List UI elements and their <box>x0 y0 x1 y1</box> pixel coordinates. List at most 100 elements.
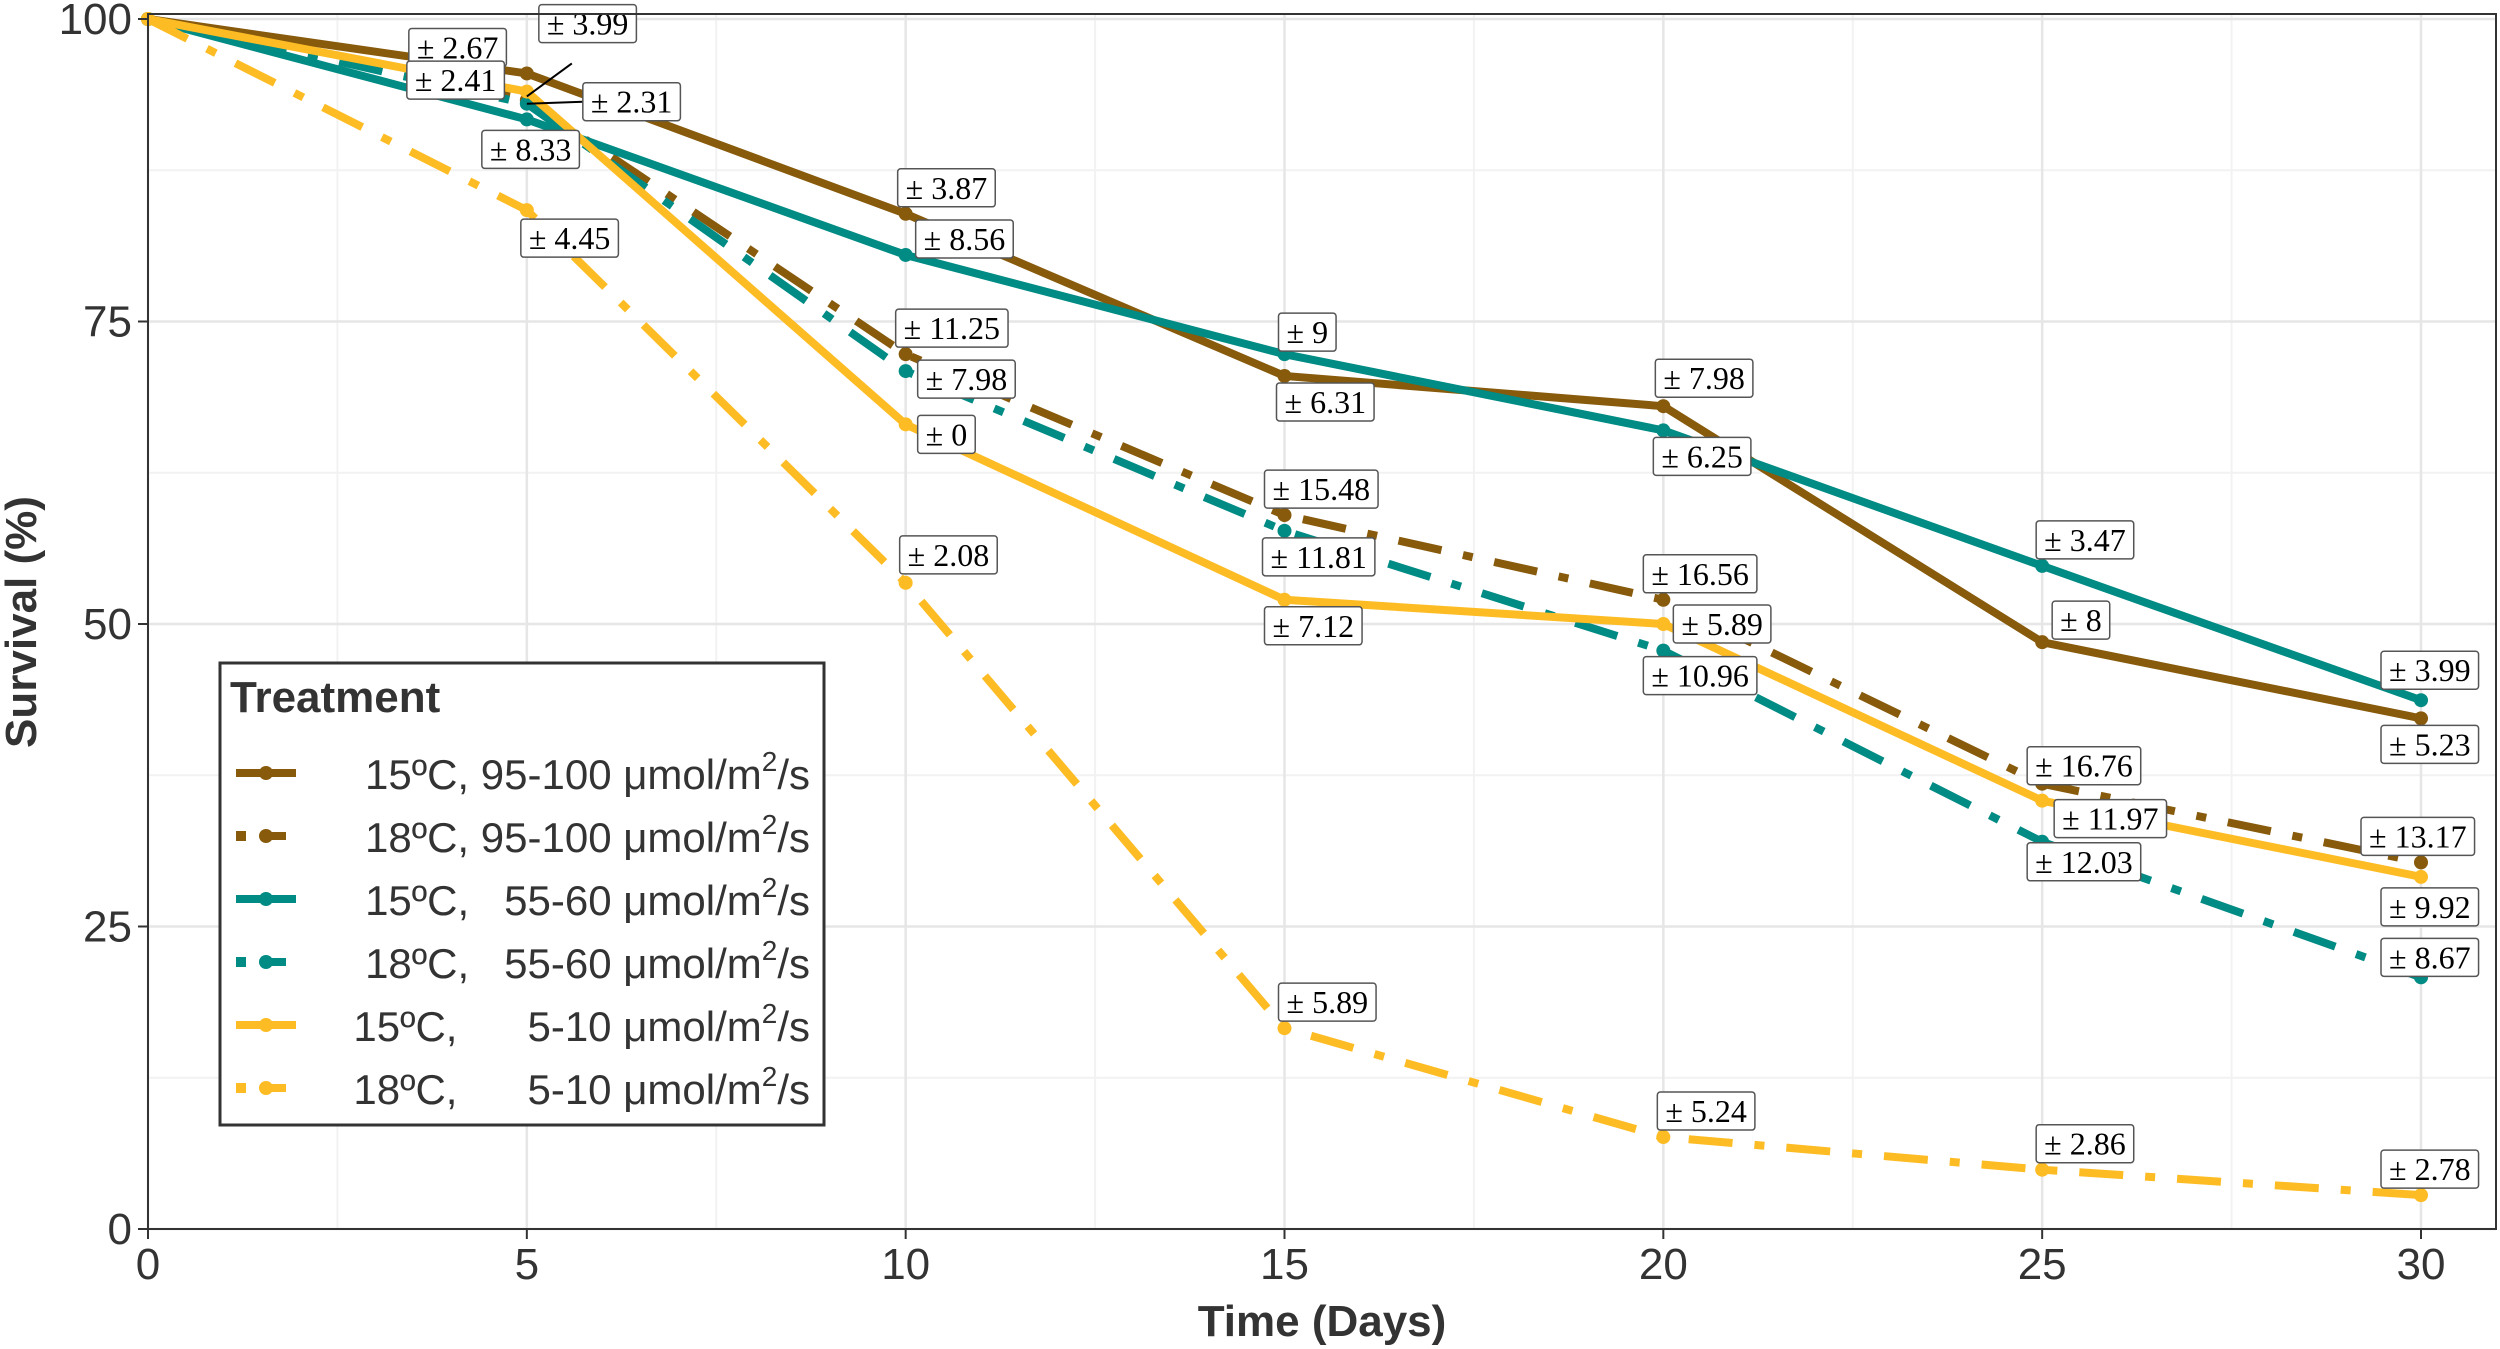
error-label-box <box>1263 469 1379 509</box>
error-label-text: ± 2.67 <box>417 29 499 65</box>
error-label-box <box>406 60 506 100</box>
error-label-box <box>894 308 1009 348</box>
error-label-text: ± 6.31 <box>1285 384 1367 420</box>
legend-label-end: /s <box>777 940 810 987</box>
error-label: ± 9.92 <box>2380 887 2480 927</box>
data-point-5-3 <box>1277 1021 1292 1036</box>
error-label-text: ± 7.98 <box>1663 360 1745 396</box>
legend-label: 15ºC, 5-10 μmol/m2/s <box>353 998 810 1050</box>
error-label-box <box>1654 358 1754 398</box>
error-label: ± 3.99 <box>2380 650 2480 690</box>
data-point-1-4 <box>1656 592 1671 607</box>
data-point-1-6 <box>2414 855 2428 870</box>
legend-box <box>218 661 826 1127</box>
error-label: ± 7.98 <box>1654 358 1754 398</box>
error-label: ± 2.31 <box>582 81 682 122</box>
error-label-text: ± 3.87 <box>906 170 988 206</box>
legend-title: Treatment <box>230 673 441 722</box>
error-label-box <box>1261 537 1376 577</box>
error-labels: ± 2.67 ± 3.87 ± 6.31 ± 7.98 ± 8 ± 5.23 ± 2.41 ±… <box>406 3 2480 1189</box>
error-label-text: ± 16.56 <box>1651 556 1749 592</box>
error-label-box <box>2053 798 2168 839</box>
error-label: ± 7.12 <box>1263 606 1363 646</box>
y-axis-title: Survival (%) <box>0 496 46 748</box>
error-label-text: ± 6.25 <box>1661 438 1743 474</box>
legend-key-point <box>259 829 273 843</box>
legend-label-main: 18ºC, 55-60 μmol/m <box>365 940 762 987</box>
error-label-text: ± 12.03 <box>2035 844 2133 880</box>
error-label: ± 13.17 <box>2360 816 2476 857</box>
error-label-text: ± 9.92 <box>2389 889 2471 925</box>
legend-key-dot <box>236 831 246 841</box>
legend-label: 18ºC, 55-60 μmol/m2/s <box>365 935 810 987</box>
data-point-0-2 <box>898 206 913 221</box>
error-label: ± 15.48 <box>1263 469 1379 509</box>
legend-label: 18ºC, 5-10 μmol/m2/s <box>353 1061 810 1113</box>
legend-label-sup: 2 <box>762 746 778 777</box>
error-label-text: ± 11.81 <box>1271 539 1367 575</box>
data-point-4-4 <box>1656 617 1671 631</box>
error-label-text: ± 5.89 <box>1681 606 1763 642</box>
error-label-text: ± 0 <box>926 416 968 452</box>
error-label: ± 6.25 <box>1652 436 1752 477</box>
legend-item-1: 18ºC, 95-100 μmol/m2/s <box>236 809 810 861</box>
error-label-text: ± 3.99 <box>547 6 629 42</box>
error-label-box <box>1642 554 1758 594</box>
error-label-box <box>898 535 998 575</box>
error-label: ± 3.87 <box>896 168 996 208</box>
data-point-0-5 <box>2035 635 2050 650</box>
error-label-text: ± 13.17 <box>2369 818 2467 854</box>
legend-label-end: /s <box>777 1003 810 1050</box>
error-label-box <box>481 129 581 170</box>
data-point-1-2 <box>898 347 913 362</box>
error-label-text: ± 16.76 <box>2035 748 2133 784</box>
data-point-2-6 <box>2414 693 2428 708</box>
error-label: ± 3.99 <box>538 3 638 44</box>
y-tick-label: 50 <box>83 600 132 649</box>
legend-label-main: 18ºC, 5-10 μmol/m <box>353 1066 761 1113</box>
data-point-4-6 <box>2414 869 2428 884</box>
error-label-box <box>2380 887 2480 927</box>
legend-item-2: 15ºC, 55-60 μmol/m2/s <box>236 872 810 924</box>
data-point-2-2 <box>898 247 913 262</box>
error-label-box <box>2360 816 2476 857</box>
error-label: ± 8 <box>2051 600 2111 640</box>
y-tick-label: 25 <box>83 903 132 952</box>
error-label-text: ± 7.12 <box>1273 608 1355 644</box>
error-label-box <box>914 219 1014 259</box>
data-point-2-5 <box>2035 558 2050 573</box>
error-label: ± 2.41 <box>406 60 506 100</box>
leader-line <box>526 100 583 105</box>
error-label: ± 6.31 <box>1275 382 1375 422</box>
legend-label-main: 18ºC, 95-100 μmol/m <box>365 814 762 861</box>
error-label-box <box>582 81 682 122</box>
data-point-2-1 <box>519 112 534 127</box>
error-label: ± 16.56 <box>1642 554 1758 594</box>
legend-item-4: 15ºC, 5-10 μmol/m2/s <box>236 998 810 1050</box>
error-label-box <box>2380 937 2480 978</box>
error-label: ± 5.89 <box>1672 604 1772 644</box>
x-tick-label: 15 <box>1260 1240 1309 1289</box>
error-label: ± 4.45 <box>520 218 620 258</box>
x-tick-label: 0 <box>136 1240 160 1289</box>
legend-label-end: /s <box>777 814 810 861</box>
error-label: ± 9 <box>1277 312 1337 352</box>
error-label-text: ± 11.25 <box>904 310 1000 346</box>
data-point-5-4 <box>1656 1130 1671 1145</box>
legend-label-sup: 2 <box>762 809 778 840</box>
data-point-5-1 <box>519 203 534 218</box>
error-label-box <box>1642 655 1758 696</box>
error-label-box <box>916 414 976 455</box>
error-label-text: ± 3.47 <box>2044 522 2126 558</box>
legend-label-main: 15ºC, 95-100 μmol/m <box>365 751 762 798</box>
data-point-4-2 <box>898 417 913 432</box>
error-label-box <box>2380 1149 2480 1189</box>
error-label: ± 8.33 <box>481 129 581 170</box>
error-label: ± 5.23 <box>2380 724 2480 765</box>
error-label: ± 11.97 <box>2053 798 2168 839</box>
error-label: ± 11.25 <box>894 308 1009 348</box>
error-label-text: ± 2.31 <box>591 84 673 120</box>
data-point-3-4 <box>1656 643 1671 658</box>
legend-item-5: 18ºC, 5-10 μmol/m2/s <box>236 1061 810 1113</box>
